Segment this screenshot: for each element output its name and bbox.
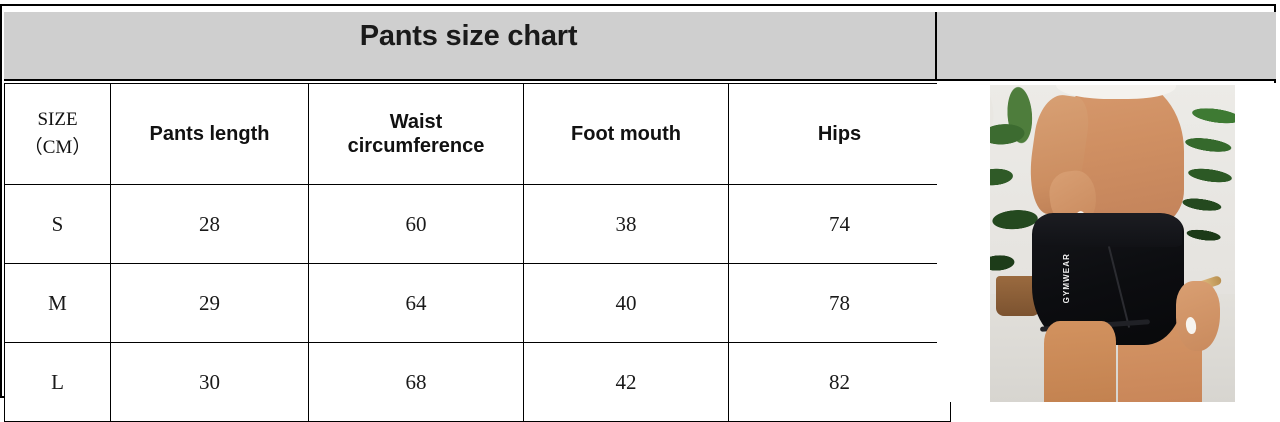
- column-header-waist-line2: circumference: [347, 135, 485, 157]
- cell-pants-length: 29: [110, 263, 309, 343]
- cell-hips: 82: [728, 342, 951, 422]
- photo-model-crop-top: [1056, 85, 1176, 99]
- cell-size: L: [4, 342, 111, 422]
- cell-waist-circumference: 68: [308, 342, 524, 422]
- column-header-foot-mouth: Foot mouth: [523, 83, 729, 185]
- cell-waist-circumference: 60: [308, 184, 524, 264]
- photo-shorts-waistband: [1034, 213, 1182, 247]
- size-chart-frame: Pants size chart SIZE （CM） Pants length …: [0, 4, 1276, 422]
- cell-hips: 78: [728, 263, 951, 343]
- cell-pants-length: 30: [110, 342, 309, 422]
- photo-brand-label: GYMWEAR: [1062, 253, 1071, 304]
- cell-foot-mouth: 40: [523, 263, 729, 343]
- page-title: Pants size chart: [359, 20, 578, 52]
- product-photo-panel: GYMWEAR: [937, 83, 1276, 402]
- column-header-size-line2: （CM）: [23, 137, 92, 158]
- table-row: S 28 60 38 74: [4, 184, 951, 264]
- title-band-divider: [935, 12, 937, 81]
- cell-foot-mouth: 42: [523, 342, 729, 422]
- column-header-size: SIZE （CM）: [4, 83, 111, 185]
- column-header-waist-line1: Waist: [389, 110, 443, 133]
- cell-waist-circumference: 64: [308, 263, 524, 343]
- table-row: L 30 68 42 82: [4, 342, 951, 422]
- cell-hips: 74: [728, 184, 951, 264]
- cell-size: S: [4, 184, 111, 264]
- table-row: M 29 64 40 78: [4, 263, 951, 343]
- size-chart-page: Pants size chart SIZE （CM） Pants length …: [0, 4, 1276, 422]
- photo-model-second-hand: [1176, 281, 1220, 351]
- column-header-hips: Hips: [728, 83, 951, 185]
- size-table: SIZE （CM） Pants length Waist circumferen…: [4, 83, 951, 422]
- product-photo: GYMWEAR: [990, 85, 1235, 402]
- title-band: [4, 12, 1276, 81]
- column-header-size-line1: SIZE: [37, 109, 78, 131]
- column-header-pants-length: Pants length: [110, 83, 309, 185]
- cell-pants-length: 28: [110, 184, 309, 264]
- cell-foot-mouth: 38: [523, 184, 729, 264]
- table-header-row: SIZE （CM） Pants length Waist circumferen…: [4, 83, 951, 185]
- cell-size: M: [4, 263, 111, 343]
- column-header-waist-circumference: Waist circumference: [308, 83, 524, 185]
- photo-model-left-leg: [1044, 321, 1116, 402]
